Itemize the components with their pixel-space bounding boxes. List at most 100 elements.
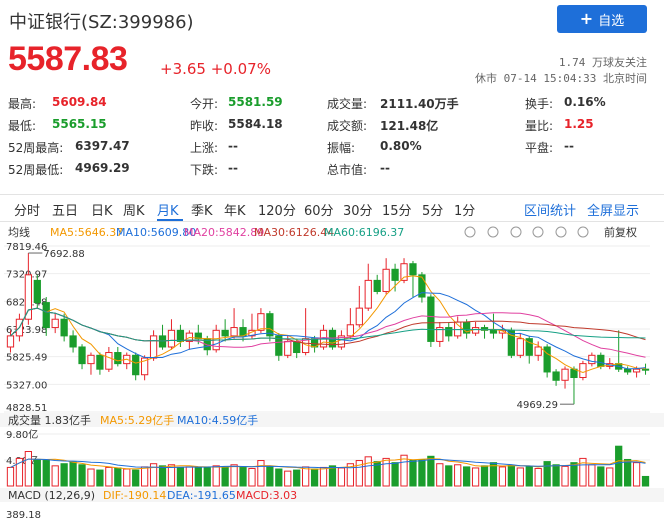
volume-bar (624, 458, 632, 487)
tab-6[interactable]: 年K (224, 204, 246, 219)
volume-bar (194, 467, 202, 487)
tab-0[interactable]: 分时 (14, 204, 41, 219)
volume-bar (60, 463, 68, 487)
macd-header-bg (0, 488, 664, 502)
volume-bar (391, 462, 399, 487)
volume-bar (597, 466, 605, 487)
quote-label: 成交额: (327, 119, 368, 133)
ma5-line (10, 275, 646, 374)
price-axis-label: 5825.49 (6, 353, 47, 364)
quote-label: 总市值: (327, 163, 368, 177)
volume-bar (185, 466, 193, 487)
candle-body (96, 354, 104, 370)
volume-label: 成交量 1.83亿手 (8, 413, 91, 427)
volume-bar (319, 466, 328, 487)
price-axis-label: 7819.46 (6, 242, 47, 253)
add-to-watchlist-button[interactable]: + 自选 (557, 5, 647, 33)
volume-bar (78, 464, 86, 487)
candle-body (293, 340, 301, 354)
volume-ma10: MA10:4.59亿手 (177, 413, 258, 427)
volume-bar (552, 464, 560, 487)
volume-bar (516, 467, 524, 487)
candle-body (132, 354, 140, 376)
candle-body (230, 327, 238, 337)
candle-body (436, 327, 444, 342)
volume-bar (275, 468, 283, 487)
volume-bar (561, 465, 569, 487)
volume-bar (212, 465, 220, 487)
volume-bar (176, 466, 185, 487)
tab-4[interactable]: 月K (157, 204, 179, 219)
volume-bar (15, 457, 24, 487)
quote-value: -- (564, 139, 574, 153)
macd-dea: DEA:-191.65 (167, 489, 236, 502)
tab-9[interactable]: 30分 (343, 204, 373, 219)
candle-body (489, 329, 498, 334)
tab-7[interactable]: 120分 (258, 204, 296, 219)
tab-11[interactable]: 5分 (422, 204, 444, 219)
quote-label: 成交量: (327, 97, 368, 111)
candle-body (543, 346, 551, 373)
quote-label: 振幅: (327, 141, 356, 155)
volume-bar (302, 466, 310, 487)
candle-body (33, 279, 41, 304)
volume-ma10-line (10, 458, 646, 469)
pan-right-icon[interactable] (532, 226, 544, 238)
quote-value: 1.25 (564, 117, 594, 131)
candle-body (561, 368, 569, 381)
volume-bar (427, 455, 435, 487)
active-tab-underline (157, 219, 183, 221)
candle-body (445, 327, 453, 337)
help-icon[interactable] (577, 226, 589, 238)
market-status: 休市 07-14 15:04:33 北京时间 (475, 72, 647, 85)
volume-bar (364, 456, 372, 487)
quote-label: 上涨: (190, 141, 219, 155)
volume-bar (33, 458, 41, 487)
candle-body (24, 274, 32, 320)
candle-body (355, 307, 363, 326)
tab-1[interactable]: 五日 (52, 204, 79, 219)
candle-body (266, 313, 274, 337)
volume-bar (248, 467, 256, 487)
kline-chart[interactable]: 均线 MA5:5646.37MA10:5609.80MA20:5842.89MA3… (0, 222, 664, 520)
tab-10[interactable]: 15分 (382, 204, 412, 219)
quote-value: 4969.29 (75, 161, 130, 175)
quote-value: 5584.18 (228, 117, 283, 131)
volume-bar (6, 466, 15, 487)
tab-3[interactable]: 周K (123, 204, 145, 219)
quote-value: 0.80% (380, 139, 422, 153)
range-stats-button[interactable]: 区间统计 (524, 204, 577, 219)
volume-bar (24, 451, 32, 487)
tab-8[interactable]: 60分 (304, 204, 334, 219)
quote-label: 52周最低: (8, 163, 64, 177)
candle-body (87, 354, 95, 365)
volume-bar (239, 466, 247, 487)
macd-dif: DIF:-190.14 (103, 489, 166, 502)
volume-bar (96, 469, 104, 487)
zoom-out-icon[interactable] (487, 226, 499, 238)
candle-body (525, 338, 533, 356)
tab-12[interactable]: 1分 (454, 204, 476, 219)
volume-bar (141, 466, 149, 487)
candle-body (498, 329, 507, 334)
tab-5[interactable]: 季K (191, 204, 213, 219)
pan-left-icon[interactable] (510, 226, 522, 238)
candle-body (632, 368, 641, 373)
quote-value: -- (228, 139, 238, 153)
volume-bar (570, 462, 578, 487)
volume-bar (534, 467, 542, 487)
candle-body (373, 279, 381, 292)
volume-bar (615, 445, 623, 487)
quote-label: 今开: (190, 97, 219, 111)
volume-bar (328, 465, 337, 487)
reset-icon[interactable] (555, 226, 567, 238)
quote-value: 2111.40万手 (380, 97, 459, 111)
volume-bar (284, 470, 292, 487)
volume-bar (436, 463, 444, 487)
candle-body (78, 346, 86, 365)
volume-bar (606, 467, 614, 487)
fullscreen-button[interactable]: 全屏显示 (587, 204, 640, 219)
quote-value: -- (380, 161, 390, 175)
zoom-in-icon[interactable] (464, 226, 476, 238)
tab-2[interactable]: 日K (91, 204, 113, 219)
